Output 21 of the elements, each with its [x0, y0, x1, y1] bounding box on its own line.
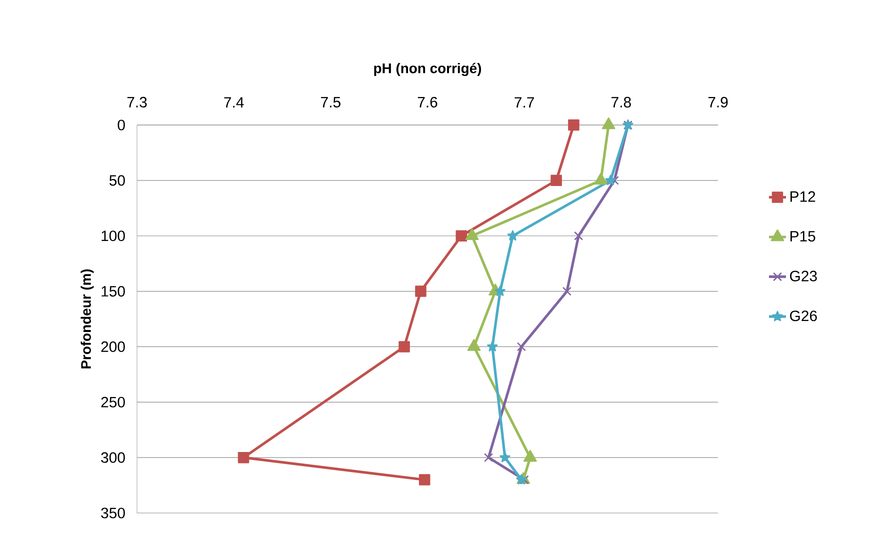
y-tick-label: 0 — [118, 120, 125, 130]
y-tick-label: 250 — [101, 396, 125, 408]
y-tick-label: 200 — [101, 341, 125, 352]
x-tick-label: 7.5 — [321, 97, 340, 108]
x-tick-label: 7.8 — [612, 96, 631, 108]
y-axis-title: Profondeur (m) — [80, 269, 94, 368]
y-tick-label: 100 — [102, 230, 125, 242]
x-tick-label: 7.4 — [224, 97, 244, 108]
x-tick-label: 7.9 — [708, 96, 728, 108]
y-tick-label: 350 — [101, 508, 125, 518]
x-axis-title: pH (non corrigé) — [374, 62, 482, 76]
legend-label: G23 — [790, 270, 817, 282]
y-tick-label: 50 — [109, 175, 125, 186]
y-tick-label: 150 — [102, 286, 125, 297]
legend-label: P12 — [790, 191, 816, 202]
legend-label: G26 — [790, 310, 817, 322]
legend-label: P15 — [790, 231, 816, 242]
y-tick-label: 300 — [101, 452, 125, 463]
x-tick-label: 7.6 — [418, 96, 438, 108]
x-tick-label: 7.3 — [127, 96, 147, 108]
x-tick-label: 7.7 — [514, 97, 534, 108]
